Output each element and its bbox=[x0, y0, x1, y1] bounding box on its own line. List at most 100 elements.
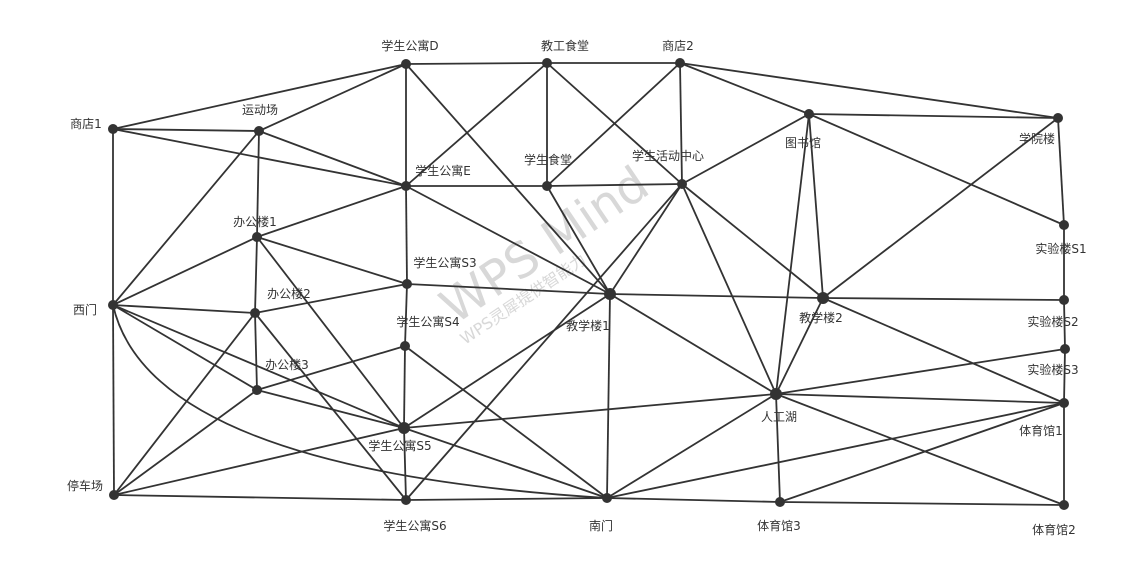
edge-shop2-activity bbox=[679, 62, 683, 185]
edge-playground-west_gate bbox=[112, 130, 260, 306]
edge-teach2-gym1 bbox=[822, 297, 1065, 404]
node-lab2 bbox=[1059, 295, 1069, 305]
node-label-lab2: 实验楼S2 bbox=[1027, 314, 1078, 329]
edge-shop1-playground bbox=[112, 128, 260, 132]
node-label-canteen-staff: 教工食堂 bbox=[541, 38, 589, 53]
node-gym3 bbox=[775, 497, 785, 507]
node-west-gate bbox=[108, 300, 118, 310]
edge-dorm_d-teach1 bbox=[405, 63, 611, 295]
node-label-west-gate: 西门 bbox=[73, 302, 97, 317]
node-shop2 bbox=[675, 58, 685, 68]
node-office2 bbox=[250, 308, 260, 318]
edge-dorm_s3-office2 bbox=[254, 283, 408, 314]
edge-teach2-lake bbox=[775, 297, 824, 395]
node-label-teach2: 教学楼2 bbox=[799, 310, 843, 325]
nodes bbox=[108, 58, 1070, 510]
edge-library-lake bbox=[775, 113, 810, 395]
edge-teach1-dorm_s3 bbox=[406, 283, 611, 295]
edge-shop1-dorm_e bbox=[112, 128, 407, 187]
edge-activity-teach1 bbox=[609, 183, 683, 295]
edge-office1-dorm_s3 bbox=[256, 236, 408, 285]
edge-dorm_d-canteen_staff bbox=[405, 62, 548, 65]
node-label-dorm-e: 学生公寓E bbox=[415, 163, 471, 178]
node-label-playground: 运动场 bbox=[242, 103, 278, 117]
edge-teach1-lake bbox=[609, 293, 777, 395]
node-label-lab3: 实验楼S3 bbox=[1027, 362, 1078, 377]
edge-lake-lab3 bbox=[775, 348, 1066, 395]
node-college bbox=[1053, 113, 1063, 123]
node-lab3 bbox=[1060, 344, 1070, 354]
node-playground bbox=[254, 126, 264, 136]
node-dorm-s4 bbox=[400, 341, 410, 351]
edge-library-teach2 bbox=[808, 113, 824, 299]
edge-office1-dorm_s5 bbox=[256, 236, 405, 429]
node-gym1 bbox=[1059, 398, 1069, 408]
node-office1 bbox=[252, 232, 262, 242]
edge-dorm_s4-south_gate bbox=[404, 345, 608, 499]
node-dorm-s3 bbox=[402, 279, 412, 289]
edge-college-teach2 bbox=[822, 117, 1059, 299]
node-label-shop1: 商店1 bbox=[70, 116, 102, 131]
edge-playground-office1 bbox=[256, 130, 260, 238]
edge-canteen_student-teach1 bbox=[546, 185, 611, 295]
node-teach1 bbox=[604, 288, 616, 300]
edge-west_gate-dorm_s5 bbox=[112, 304, 405, 429]
edge-dorm_s5-south_gate bbox=[403, 427, 608, 499]
node-label-south-gate: 南门 bbox=[589, 518, 613, 533]
edge-west_gate-parking bbox=[112, 304, 115, 496]
edge-office2-office3 bbox=[254, 312, 258, 391]
node-label-office2: 办公楼2 bbox=[267, 286, 311, 301]
edge-library-college bbox=[808, 113, 1059, 119]
node-label-gym2: 体育馆2 bbox=[1032, 522, 1076, 537]
edge-dorm_s5-parking bbox=[113, 427, 405, 496]
node-label-college: 学院楼 bbox=[1019, 131, 1055, 146]
edge-lake-south_gate bbox=[606, 393, 777, 499]
edge-dorm_s5-dorm_s6 bbox=[403, 427, 407, 501]
edge-lab2-lab3 bbox=[1063, 299, 1066, 350]
edge-gym1-gym3 bbox=[779, 402, 1065, 503]
node-label-office3: 办公楼3 bbox=[265, 357, 309, 372]
node-label-gym3: 体育馆3 bbox=[757, 518, 801, 533]
edge-canteen_staff-dorm_e bbox=[405, 62, 548, 187]
edge-lab3-gym1 bbox=[1063, 348, 1066, 404]
edge-lake-gym1 bbox=[775, 393, 1065, 404]
edge-dorm_s4-office3 bbox=[256, 345, 406, 391]
node-canteen-staff bbox=[542, 58, 552, 68]
edge-dorm_s5-lake bbox=[403, 393, 777, 429]
node-label-dorm-s5: 学生公寓S5 bbox=[368, 438, 431, 453]
node-dorm-s5 bbox=[398, 422, 410, 434]
node-lab1 bbox=[1059, 220, 1069, 230]
edge-west_gate-office2 bbox=[112, 304, 256, 314]
node-label-library: 图书馆 bbox=[785, 135, 821, 150]
node-canteen-student bbox=[542, 181, 552, 191]
edge-library-lab1 bbox=[808, 113, 1065, 226]
node-activity bbox=[677, 179, 687, 189]
edge-gym1-south_gate bbox=[606, 402, 1065, 499]
node-lake bbox=[770, 388, 782, 400]
node-label-lab1: 实验楼S1 bbox=[1035, 241, 1086, 256]
edge-college-lab1 bbox=[1057, 117, 1065, 226]
edge-activity-lake bbox=[681, 183, 777, 395]
edge-dorm_s3-dorm_s4 bbox=[404, 283, 408, 347]
edge-activity-teach2 bbox=[681, 183, 824, 299]
node-label-canteen-student: 学生食堂 bbox=[524, 152, 572, 167]
node-label-office1: 办公楼1 bbox=[233, 214, 277, 229]
edge-activity-dorm_s6 bbox=[405, 183, 683, 501]
node-label-parking: 停车场 bbox=[67, 478, 103, 493]
edge-office1-west_gate bbox=[112, 236, 258, 306]
edge-dorm_s6-south_gate bbox=[405, 497, 608, 501]
edge-playground-dorm_e bbox=[258, 130, 407, 187]
edge-teach1-teach2 bbox=[609, 293, 824, 299]
edge-office2-dorm_s6 bbox=[254, 312, 407, 501]
node-label-dorm-d: 学生公寓D bbox=[381, 38, 438, 53]
edge-parking-dorm_s6 bbox=[113, 494, 407, 501]
node-label-gym1: 体育馆1 bbox=[1019, 423, 1063, 438]
node-label-dorm-s4: 学生公寓S4 bbox=[396, 314, 459, 329]
edge-west_gate-office3 bbox=[112, 304, 258, 391]
edge-dorm_s4-dorm_s5 bbox=[403, 345, 406, 429]
edge-shop2-canteen_student bbox=[546, 62, 681, 187]
node-parking bbox=[109, 490, 119, 500]
